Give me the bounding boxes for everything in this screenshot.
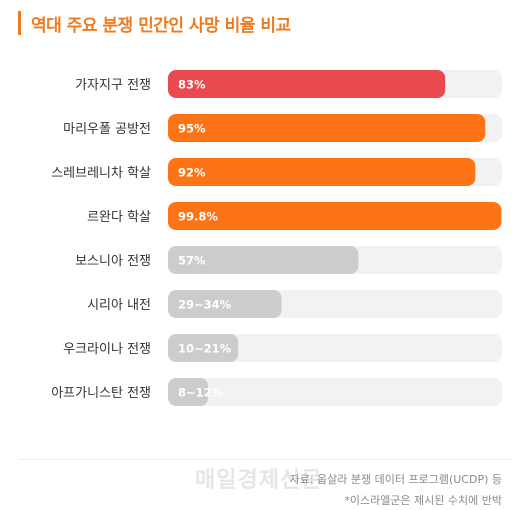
value-label: 83% <box>178 78 206 92</box>
category-label: 르완다 학살 <box>87 210 151 225</box>
value-label: 57% <box>178 254 206 268</box>
value-label: 8~12% <box>178 386 224 400</box>
category-label: 스레브레니차 학살 <box>51 166 151 181</box>
bar-7 <box>168 334 239 362</box>
bar-8-track <box>168 378 502 406</box>
title-accent-bar <box>18 11 21 35</box>
bar-4 <box>168 202 502 230</box>
bar-3 <box>168 158 476 186</box>
category-label: 마리우폴 공방전 <box>63 122 151 137</box>
chart-title: 역대 주요 분쟁 민간인 사망 비율 비교 <box>18 10 291 36</box>
value-label: 95% <box>178 122 206 136</box>
bar-6 <box>168 290 282 318</box>
value-label: 99.8% <box>178 210 218 224</box>
category-label: 아프가니스탄 전쟁 <box>51 386 151 401</box>
category-label: 보스니아 전쟁 <box>75 254 151 269</box>
publisher-watermark: 매일경제신문 <box>195 468 323 493</box>
bar-2 <box>168 114 486 142</box>
remark-note: *이스라엘군은 제시된 수치에 반박 <box>344 494 502 507</box>
page-title: 역대 주요 분쟁 민간인 사망 비율 비교 <box>31 15 291 36</box>
bar-7-track <box>168 334 502 362</box>
bar-5 <box>168 246 359 274</box>
value-label: 92% <box>178 166 206 180</box>
source-note: 자료: 웁살라 분쟁 데이터 프로그램(UCDP) 등 <box>289 473 502 486</box>
value-label: 29~34% <box>178 298 232 312</box>
bar-8 <box>168 378 209 406</box>
bar-1 <box>168 70 446 98</box>
bar-chart: 가자지구 전쟁 83% 마리우폴 공방전 95% 스레브레니차 학살 92% 르완다 학살 9… <box>51 70 502 406</box>
category-label: 가자지구 전쟁 <box>75 78 151 93</box>
category-label: 시리아 내전 <box>87 298 151 313</box>
footer-divider <box>18 459 512 460</box>
category-label: 우크라이나 전쟁 <box>63 342 151 357</box>
value-label: 10~21% <box>178 342 232 356</box>
